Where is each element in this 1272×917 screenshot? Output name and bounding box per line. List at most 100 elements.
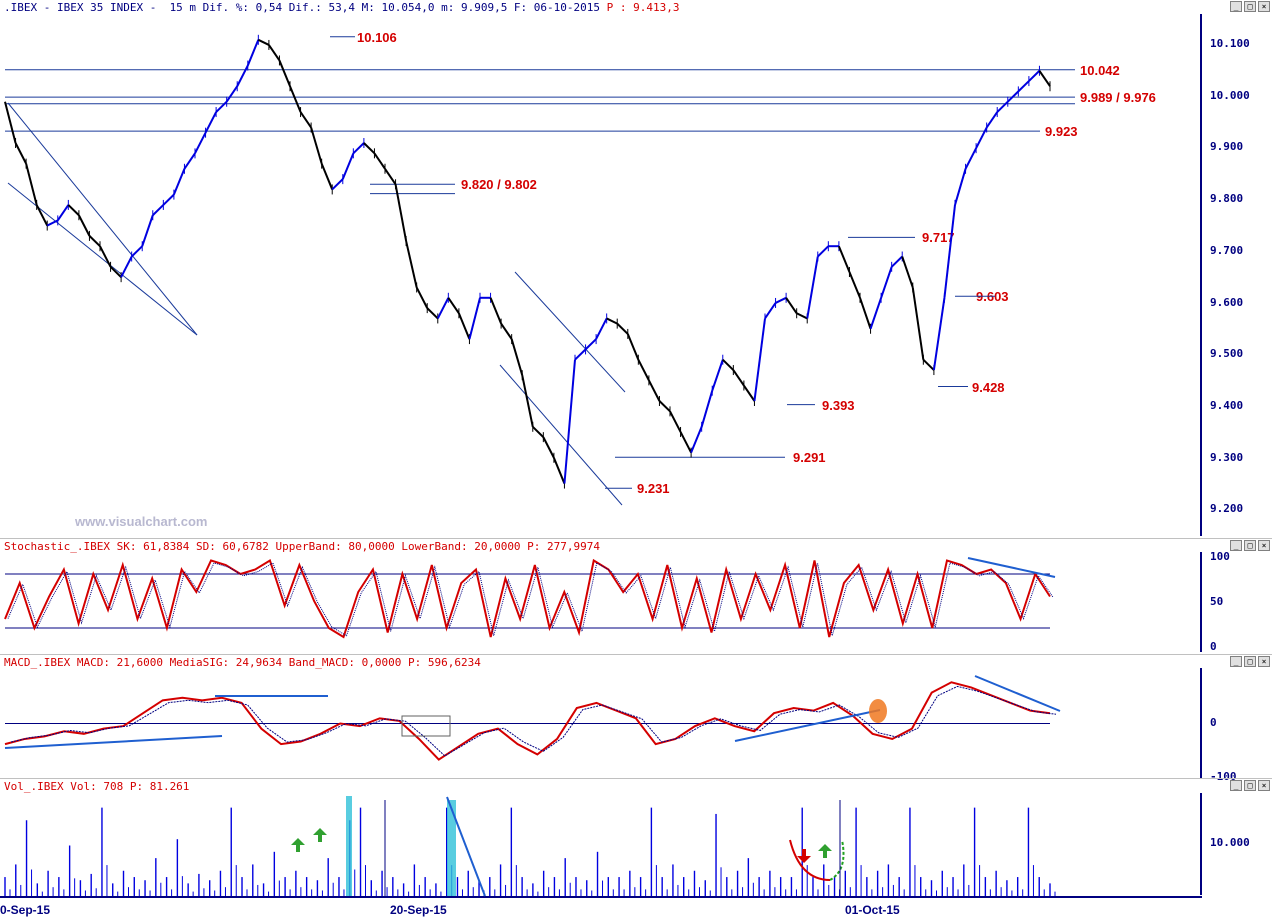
price-segment: [985, 111, 999, 129]
level-label: 10.042: [1080, 62, 1120, 78]
price-segment: [46, 219, 59, 227]
stoch-sd-line: [7, 562, 1054, 637]
price-segment: [436, 297, 450, 319]
stochastic-panel-title: Stochastic_.IBEX SK: 61,8384 SD: 60,6782…: [4, 540, 601, 553]
price-segment: [848, 271, 861, 299]
price-segment: [869, 297, 883, 330]
price-segment: [616, 322, 629, 335]
price-segment: [890, 255, 903, 268]
stoch-divergence-line: [967, 557, 1056, 578]
stoch-ytick: 100: [1210, 550, 1230, 563]
price-segment: [954, 168, 967, 206]
stoch-sk-line: [4, 558, 1051, 639]
price-segment: [669, 410, 682, 433]
maximize-button[interactable]: □: [1244, 1, 1256, 12]
stoch-ytick: 0: [1210, 640, 1217, 653]
price-segment: [384, 168, 397, 185]
maximize-button[interactable]: □: [1244, 780, 1256, 791]
volume-trend-line: [446, 796, 486, 897]
price-segment: [310, 127, 323, 164]
price-segment: [99, 245, 112, 268]
price-segment: [626, 333, 640, 361]
price-segment: [162, 193, 175, 206]
price-segment: [236, 65, 249, 87]
price-segment: [299, 111, 312, 129]
price-segment: [152, 204, 165, 216]
price-segment: [246, 39, 260, 66]
price-ytick: 9.900: [1210, 140, 1244, 153]
close-button[interactable]: ×: [1258, 780, 1270, 791]
price-segment: [690, 426, 703, 453]
price-segment: [975, 127, 988, 149]
close-button[interactable]: ×: [1258, 540, 1270, 551]
price-segment: [521, 374, 534, 428]
price-segment: [542, 436, 555, 459]
minimize-button[interactable]: _: [1230, 656, 1242, 667]
price-segment: [141, 214, 154, 247]
macd-trend-line: [974, 675, 1061, 712]
price-panel-title: .IBEX - IBEX 35 INDEX - 15 m Dif. %: 0,5…: [4, 1, 680, 14]
level-label: 9.717: [922, 230, 955, 246]
price-segment: [901, 256, 914, 288]
maximize-button[interactable]: □: [1244, 656, 1256, 667]
macd-ytick: -100: [1210, 770, 1237, 783]
macd-highlight-box: [401, 715, 451, 737]
close-button[interactable]: ×: [1258, 656, 1270, 667]
volume-curve-green: [829, 839, 845, 881]
price-segment: [700, 390, 714, 428]
price-segment: [4, 101, 17, 144]
macd-line: [4, 681, 1051, 761]
x-label: 0-Sep-15: [0, 903, 51, 917]
price-segment: [194, 132, 207, 154]
price-segment: [426, 307, 439, 320]
level-label: 9.291: [793, 450, 826, 466]
price-segment: [457, 312, 471, 340]
arrow-up-icon: [313, 828, 327, 842]
macd-panel-title: MACD_.IBEX MACD: 21,6000 MediaSIG: 24,96…: [4, 656, 481, 669]
price-segment: [606, 317, 618, 325]
price-y-axis: [1200, 14, 1202, 536]
price-segment: [268, 44, 281, 62]
price-segment: [14, 142, 28, 165]
minimize-button[interactable]: _: [1230, 540, 1242, 551]
price-segment: [331, 178, 344, 191]
arrow-up-icon: [818, 844, 832, 858]
volume-highlight: [346, 796, 352, 896]
price-segment: [996, 101, 1009, 113]
price-segment: [574, 348, 587, 361]
price-segment: [25, 163, 38, 206]
price-segment: [679, 431, 693, 454]
price-segment: [373, 152, 386, 170]
price-segment: [363, 142, 376, 155]
watermark: www.visualchart.com: [75, 514, 208, 529]
arrow-up-icon: [291, 838, 305, 852]
price-ytick: 9.600: [1210, 296, 1244, 309]
minimize-button[interactable]: _: [1230, 780, 1242, 791]
price-segment: [753, 318, 766, 402]
level-label: 9.820 / 9.802: [461, 177, 537, 193]
price-segment: [932, 297, 946, 371]
price-segment: [922, 359, 935, 371]
price-ytick: 9.500: [1210, 347, 1244, 360]
macd-highlight-marker: [869, 699, 887, 723]
price-segment: [764, 302, 777, 320]
maximize-button[interactable]: □: [1244, 540, 1256, 551]
level-label: 10.106: [357, 29, 397, 45]
macd-window-buttons: _ □ ×: [1230, 656, 1270, 667]
price-segment: [1038, 70, 1051, 87]
price-segment: [120, 256, 133, 278]
x-label: 20-Sep-15: [390, 903, 447, 917]
close-button[interactable]: ×: [1258, 1, 1270, 12]
macd-ytick: 0: [1210, 716, 1217, 729]
volume-panel-title: Vol_.IBEX Vol: 708 P: 81.261: [4, 780, 190, 793]
price-segment: [880, 266, 893, 299]
price-segment: [489, 297, 503, 324]
price-segment: [56, 204, 70, 221]
price-segment: [130, 245, 143, 258]
minimize-button[interactable]: _: [1230, 1, 1242, 12]
stoch-y-axis: [1200, 552, 1202, 652]
level-label: 9.989 / 9.976: [1080, 90, 1156, 106]
trend-channel-line: [499, 364, 623, 506]
price-ytick: 9.400: [1210, 399, 1244, 412]
price-segment: [278, 60, 291, 87]
